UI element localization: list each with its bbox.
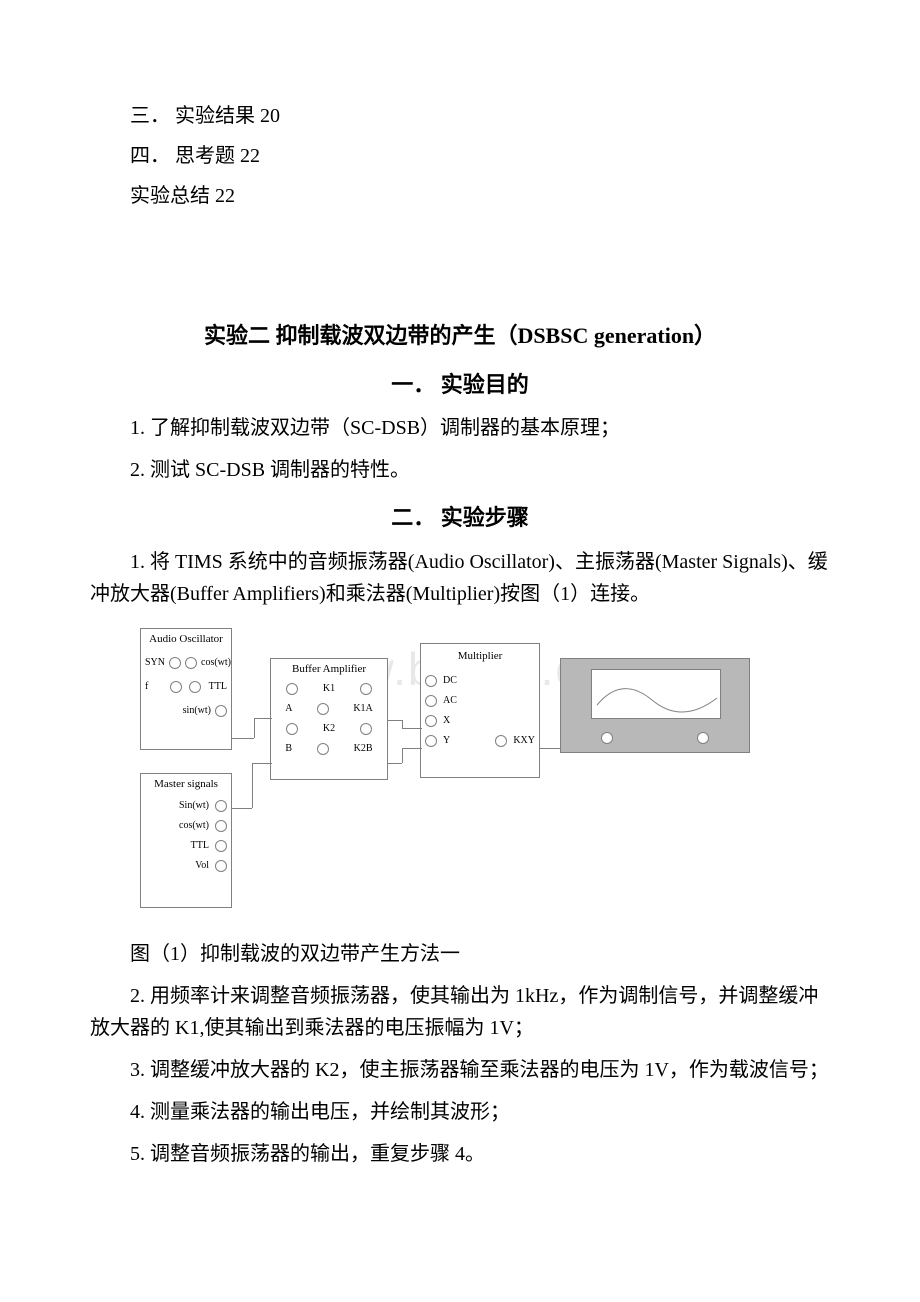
port-icon xyxy=(215,800,227,812)
master-signals-block: Master signals Sin(wt) cos(wt) TTL Vol xyxy=(140,773,232,908)
wire xyxy=(402,748,403,763)
master-sin-label: Sin(wt) xyxy=(179,798,209,814)
master-cos-label: cos(wt) xyxy=(179,818,209,834)
mult-ac-label: AC xyxy=(443,693,457,709)
port-icon xyxy=(697,732,709,744)
port-icon xyxy=(317,743,329,755)
section-2-p4: 4. 测量乘法器的输出电压，并绘制其波形； xyxy=(90,1096,830,1128)
scope-screen xyxy=(591,669,721,719)
buffer-k2b-label: K2B xyxy=(354,741,373,757)
buffer-k1a-label: K1A xyxy=(353,701,372,717)
section-2-p2: 2. 用频率计来调整音频振荡器，使其输出为 1kHz，作为调制信号，并调整缓冲放… xyxy=(90,980,830,1044)
section-1-p2: 2. 测试 SC-DSB 调制器的特性。 xyxy=(90,454,830,486)
toc-line-2: 四． 思考题 22 xyxy=(90,140,830,172)
port-icon xyxy=(169,657,181,669)
port-icon xyxy=(317,703,329,715)
mult-title: Multiplier xyxy=(421,644,539,668)
section-2-heading: 二． 实验步骤 xyxy=(90,500,830,535)
audio-cos-label: cos(wt) xyxy=(201,655,231,671)
buffer-k1-label: K1 xyxy=(323,681,335,697)
multiplier-block: Multiplier DC AC X Y KXY xyxy=(420,643,540,778)
master-ttl-label: TTL xyxy=(191,838,209,854)
audio-sin-label: sin(wt) xyxy=(183,703,211,719)
wire xyxy=(402,720,403,728)
port-icon xyxy=(425,735,437,747)
port-icon xyxy=(215,820,227,832)
wire xyxy=(252,763,253,808)
port-icon xyxy=(601,732,613,744)
port-icon xyxy=(189,681,201,693)
buffer-amplifier-block: Buffer Amplifier K1 A K1A K2 B K2B xyxy=(270,658,388,780)
port-icon xyxy=(170,681,182,693)
wire xyxy=(232,808,252,809)
wire xyxy=(388,763,402,764)
toc-line-1: 三． 实验结果 20 xyxy=(90,100,830,132)
section-2-p3: 3. 调整缓冲放大器的 K2，使主振荡器输至乘法器的电压为 1V，作为载波信号； xyxy=(90,1054,830,1086)
mult-y-label: Y xyxy=(443,733,450,749)
buffer-title: Buffer Amplifier xyxy=(271,659,387,677)
port-icon xyxy=(215,840,227,852)
mult-dc-label: DC xyxy=(443,673,457,689)
waveform-icon xyxy=(592,670,722,720)
port-icon xyxy=(360,723,372,735)
audio-syn-label: SYN xyxy=(145,655,165,671)
port-icon xyxy=(185,657,197,669)
block-diagram: www.bdocx.com Audio Oscillator SYN cos(w… xyxy=(140,628,760,928)
port-icon xyxy=(215,860,227,872)
oscilloscope-block xyxy=(560,658,750,753)
port-icon xyxy=(425,695,437,707)
wire xyxy=(252,763,272,764)
wire xyxy=(232,738,254,739)
port-icon xyxy=(215,705,227,717)
audio-title: Audio Oscillator xyxy=(141,629,231,647)
experiment-title: 实验二 抑制载波双边带的产生（DSBSC generation） xyxy=(90,318,830,353)
wire xyxy=(540,748,560,749)
buffer-a-label: A xyxy=(285,701,292,717)
section-1-heading: 一． 实验目的 xyxy=(90,367,830,402)
mult-kxy-label: KXY xyxy=(513,733,535,749)
wire xyxy=(254,718,255,738)
audio-oscillator-block: Audio Oscillator SYN cos(wt) f TTL sin(w… xyxy=(140,628,232,750)
wire xyxy=(388,720,402,721)
port-icon xyxy=(286,723,298,735)
port-icon xyxy=(495,735,507,747)
mult-x-label: X xyxy=(443,713,450,729)
wire xyxy=(402,748,422,749)
audio-ttl-label: TTL xyxy=(209,679,227,695)
audio-f-label: f xyxy=(145,679,163,695)
toc-line-3: 实验总结 22 xyxy=(90,180,830,212)
buffer-b-label: B xyxy=(285,741,292,757)
spacer xyxy=(90,220,830,300)
section-1-p1: 1. 了解抑制载波双边带（SC-DSB）调制器的基本原理； xyxy=(90,412,830,444)
section-2-p5: 5. 调整音频振荡器的输出，重复步骤 4。 xyxy=(90,1138,830,1170)
figure-caption: 图（1）抑制载波的双边带产生方法一 xyxy=(90,938,830,970)
master-title: Master signals xyxy=(141,774,231,792)
port-icon xyxy=(425,675,437,687)
port-icon xyxy=(360,683,372,695)
buffer-k2-label: K2 xyxy=(323,721,335,737)
wire xyxy=(402,728,422,729)
section-2-p1: 1. 将 TIMS 系统中的音频振荡器(Audio Oscillator)、主振… xyxy=(90,546,830,610)
port-icon xyxy=(425,715,437,727)
master-vol-label: Vol xyxy=(195,858,209,874)
wire xyxy=(254,718,272,719)
port-icon xyxy=(286,683,298,695)
